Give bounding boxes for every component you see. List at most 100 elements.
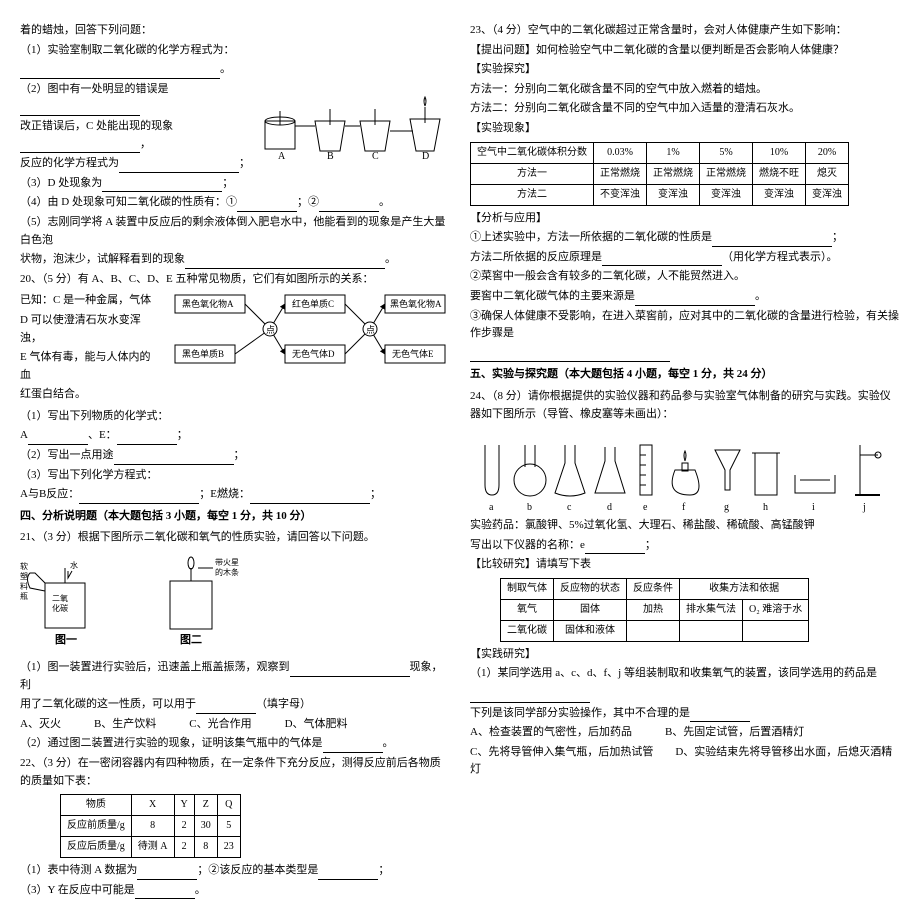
practice: 【实践研究】 <box>470 646 900 664</box>
td: 正常燃烧 <box>700 163 753 184</box>
td: 5 <box>217 816 240 837</box>
eburn: ；E燃烧： <box>199 488 250 500</box>
table-compare: 制取气体反应物的状态反应条件收集方法和依据 氧气固体加热排水集气法O₂ 难溶于水… <box>500 578 809 642</box>
td: 变浑浊 <box>647 184 700 205</box>
q21: 21、（3 分）根据下图所示二氧化碳和氧气的性质实验，请回答以下问题。 <box>20 529 450 547</box>
svg-text:i: i <box>812 502 815 513</box>
blank <box>114 452 234 465</box>
td: 正常燃烧 <box>594 163 647 184</box>
q22-1b: ；②该反应的基本类型是 <box>197 864 318 876</box>
blank <box>20 140 140 153</box>
q21-2: （2）通过图二装置进行实验的现象，证明该集气瓶中的气体是 <box>20 737 323 749</box>
td: 变浑浊 <box>700 184 753 205</box>
td: 不变浑浊 <box>594 184 647 205</box>
svg-text:水: 水 <box>70 560 78 570</box>
svg-text:c: c <box>567 502 572 513</box>
blank <box>323 740 383 753</box>
intro-text: 着的蜡烛，回答下列问题： <box>20 22 450 40</box>
phenom: 【实验现象】 <box>470 120 900 138</box>
svg-text:f: f <box>682 502 686 513</box>
th: 制取气体 <box>501 578 554 599</box>
blank <box>20 103 140 116</box>
blank <box>237 199 297 212</box>
blank <box>318 867 378 880</box>
E-label: 、E： <box>88 429 117 441</box>
q22: 22、（3 分）在一密闭容器内有四种物质，在一定条件下充分反应，测得反应前后各物… <box>20 755 450 790</box>
q23: 23、（4 分）空气中的二氧化碳超过正常含量时，会对人体健康产生如下影响： <box>470 22 900 40</box>
th: 10% <box>753 142 806 163</box>
th: Q <box>217 795 240 816</box>
svg-text:的木条: 的木条 <box>215 567 239 577</box>
m1: 方法一：分别向二氧化碳含量不同的空气中放入燃着的蜡烛。 <box>470 81 900 99</box>
th: 反应条件 <box>627 578 680 599</box>
th: 空气中二氧化碳体积分数 <box>471 142 594 163</box>
td: 反应前质量/g <box>61 816 132 837</box>
q21-1c: 用了二氧化碳的这一性质，可以用于 <box>20 698 196 710</box>
q24: 24、（8 分）请你根据提供的实验仪器和药品参与实验室气体制备的研究与实践。实验… <box>470 388 900 423</box>
svg-text:点: 点 <box>266 325 275 335</box>
svg-text:无色气体E: 无色气体E <box>392 348 434 359</box>
blank <box>20 66 220 79</box>
blank <box>135 886 195 899</box>
compare: 【比较研究】请填写下表 <box>470 556 900 574</box>
svg-text:黑色氧化物A: 黑色氧化物A <box>390 298 442 309</box>
th: 物质 <box>61 795 132 816</box>
ab-label: A与B反应： <box>20 488 79 500</box>
q21-1d: （填字母） <box>256 698 311 710</box>
svg-text:无色气体D: 无色气体D <box>292 348 335 359</box>
q3: （3）D 处现象为 <box>20 177 102 189</box>
a3: ②菜窖中一般会含有较多的二氧化碳，人不能贸然进入。 <box>470 268 900 286</box>
p2: 下列是该同学部分实验操作，其中不合理的是 <box>470 707 690 719</box>
right-column: 23、（4 分）空气中的二氧化碳超过正常含量时，会对人体健康产生如下影响： 【提… <box>470 20 900 901</box>
svg-text:h: h <box>763 502 768 513</box>
blank <box>712 234 832 247</box>
m2: 方法二：分别向二氧化碳含量不同的空气中加入适量的澄清石灰水。 <box>470 100 900 118</box>
blank <box>79 491 199 504</box>
svg-text:j: j <box>862 502 866 513</box>
propose: 【提出问题】如何检验空气中二氧化碳的含量以便判断是否会影响人体健康？ <box>470 42 900 60</box>
td: 变浑浊 <box>806 184 849 205</box>
th: Z <box>194 795 217 816</box>
blank <box>250 491 370 504</box>
q20-1: （1）写出下列物质的化学式： <box>20 408 450 426</box>
a5: ③确保人体健康不受影响，在进入菜窖前，应对其中的二氧化碳的含量进行检验，有关操作… <box>470 308 900 343</box>
td: 加热 <box>627 599 680 620</box>
q2a: （2）图中有一处明显的错误是 <box>20 83 169 95</box>
a1: ①上述实验中，方法一所依据的二氧化碳的性质是 <box>470 231 712 243</box>
table22: 物质XYZQ 反应前质量/g82305 反应后质量/g待测 A2823 <box>60 794 241 858</box>
td: 正常燃烧 <box>647 163 700 184</box>
blank <box>117 432 177 445</box>
section5-title: 五、实验与探究题（本大题包括 4 小题，每空 1 分，共 24 分） <box>470 366 900 384</box>
q20-2: （2）写出一点用途 <box>20 449 114 461</box>
fig2-label: 图二 <box>180 633 202 646</box>
q21-1: （1）图一装置进行实验后，迅速盖上瓶盖振荡，观察到 <box>20 661 290 673</box>
section4-title: 四、分析说明题（本大题包括 3 小题，每空 1 分，共 10 分） <box>20 508 450 526</box>
explore: 【实验探究】 <box>470 61 900 79</box>
blank <box>185 256 385 269</box>
svg-text:d: d <box>607 502 612 513</box>
q22-1: （1）表中待测 A 数据为 <box>20 864 137 876</box>
td: 排水集气法 <box>680 599 743 620</box>
svg-text:塑: 塑 <box>20 572 28 581</box>
td: 2 <box>174 837 194 858</box>
svg-text:e: e <box>643 502 648 513</box>
blank <box>470 690 590 703</box>
td: 方法一 <box>471 163 594 184</box>
know2: D 可以使澄清石灰水变浑浊， <box>20 312 160 347</box>
th: 反应物的状态 <box>554 578 627 599</box>
pA: A、检查装置的气密性，后加药品 B、先固定试管，后置酒精灯 <box>470 724 900 742</box>
blank <box>137 867 197 880</box>
td <box>627 620 680 641</box>
svg-text:点: 点 <box>366 325 375 335</box>
td: 燃烧不旺 <box>753 163 806 184</box>
instruments-row: a b c d e f g h i j <box>470 425 900 515</box>
relation-diagram: 黑色氧化物A 黑色单质B 红色单质C 无色气体D 黑色氧化物A 无色气体E 点 … <box>170 290 450 370</box>
td: 8 <box>131 816 174 837</box>
svg-text:g: g <box>724 502 729 513</box>
q20: 20、（5 分）有 A、B、C、D、E 五种常见物质，它们有如图所示的关系： <box>20 271 450 289</box>
th: Y <box>174 795 194 816</box>
th: 5% <box>700 142 753 163</box>
p1: （1）某同学选用 a、c、d、f、j 等组装制取和收集氧气的装置，该同学选用的药… <box>470 667 877 679</box>
td: 氧气 <box>501 599 554 620</box>
td: 变浑浊 <box>753 184 806 205</box>
